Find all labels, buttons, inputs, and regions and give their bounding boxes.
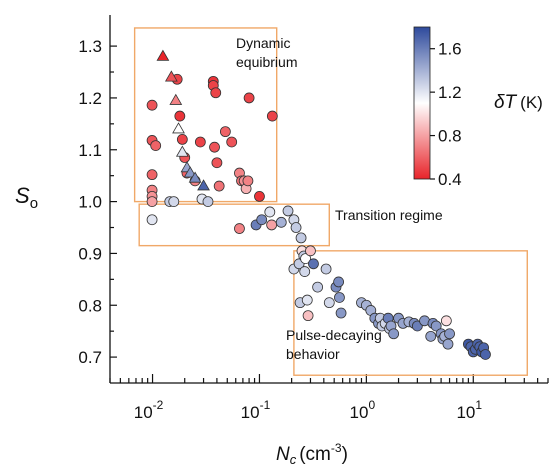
circle-point [425, 330, 437, 342]
region-label: behavior [286, 346, 340, 362]
circle-point [300, 253, 311, 265]
circle-point [146, 99, 158, 111]
circle-point [242, 175, 254, 187]
circle-point [320, 263, 332, 275]
circle-point [333, 276, 345, 288]
x-label-exp: -3 [331, 441, 342, 455]
y-label-sub: o [30, 195, 38, 212]
region-label: Transition regime [335, 207, 443, 223]
colorbar-label-main: δT [494, 92, 518, 113]
circle-point [146, 169, 158, 181]
circle-point [209, 141, 220, 153]
triangle-point [175, 145, 189, 157]
circle-point [168, 196, 180, 207]
triangle-point [164, 70, 178, 82]
circle-point [299, 266, 311, 277]
circle-point [335, 307, 347, 319]
colorbar: 0.4 0.8 1.2 1.6 δT (K) [413, 26, 543, 189]
circle-point [256, 214, 268, 226]
y-tick-label: 0.8 [78, 296, 102, 315]
circle-point [213, 180, 225, 192]
circle-point [210, 87, 222, 99]
x-tick-label: 10-2 [134, 398, 164, 422]
x-label-close: ) [342, 444, 348, 464]
circle-point [334, 292, 345, 303]
triangle-point [169, 93, 183, 105]
triangle-point [183, 166, 197, 178]
data-points [146, 49, 491, 360]
triangle-point [188, 171, 202, 183]
circle-point [442, 338, 454, 350]
circle-point [295, 232, 307, 244]
colorbar-gradient [413, 26, 431, 180]
y-axis-ticks: 0.7 0.8 0.9 1.0 1.1 1.2 1.3 [78, 37, 117, 367]
x-label-sub: c [290, 452, 297, 464]
colorbar-label-unit: (K) [520, 93, 543, 112]
region-boxes: Dynamic equibrium Transition regime Pulse-d… [133, 27, 528, 376]
x-axis-ticks: 10-2 10-1 100 101 [109, 374, 549, 422]
x-tick-label: 10-1 [241, 398, 271, 422]
triangle-point [156, 49, 170, 61]
y-label-main: S [15, 183, 30, 208]
circle-point [308, 258, 319, 270]
circle-point [254, 191, 265, 202]
circle-point [194, 136, 206, 148]
x-label-main: N [276, 444, 290, 464]
circle-point [440, 315, 452, 327]
x-label-unit: (cm [299, 444, 331, 464]
region-box [293, 250, 528, 376]
circle-point [323, 297, 335, 309]
colorbar-tick-label: 0.8 [438, 127, 462, 146]
circle-point [202, 196, 214, 207]
circle-point [312, 281, 324, 293]
circle-point [302, 310, 314, 322]
circle-point [264, 206, 276, 218]
colorbar-ticks: 0.4 0.8 1.2 1.6 [430, 40, 462, 189]
circle-point [301, 294, 313, 306]
x-tick-label: 100 [350, 398, 376, 422]
circle-point [275, 216, 287, 228]
y-axis-label: So [15, 183, 38, 212]
circle-point [430, 320, 442, 332]
circle-point [282, 205, 294, 217]
colorbar-tick-label: 1.2 [438, 83, 462, 102]
x-axis-label: Nc (cm-3) [276, 441, 348, 464]
circle-point [243, 92, 255, 104]
circle-point [266, 219, 278, 231]
region-box [138, 203, 330, 247]
circle-point [146, 196, 158, 207]
y-tick-label: 1.2 [78, 89, 102, 108]
triangle-point [197, 179, 210, 191]
colorbar-label: δT (K) [494, 92, 543, 113]
y-tick-label: 1.3 [78, 37, 102, 56]
circle-point [226, 136, 238, 148]
circle-point [444, 328, 455, 340]
y-tick-label: 1.1 [78, 141, 102, 160]
circle-point [234, 223, 245, 234]
region-label: Pulse-decaying [286, 327, 382, 343]
triangle-point [172, 122, 185, 134]
circle-point [388, 328, 400, 340]
colorbar-tick-label: 0.4 [438, 170, 462, 189]
circle-point [305, 245, 316, 257]
colorbar-tick-label: 1.6 [438, 40, 462, 59]
circle-point [150, 140, 162, 152]
y-tick-label: 0.9 [78, 244, 102, 263]
circle-point [266, 110, 278, 122]
circle-point [174, 110, 186, 122]
circle-point [146, 214, 158, 226]
circle-point [290, 222, 302, 233]
circle-point [480, 349, 491, 360]
region-label: Dynamic [236, 35, 290, 51]
x-tick-label: 101 [456, 398, 482, 422]
circle-point [176, 133, 188, 145]
y-tick-label: 1.0 [78, 193, 102, 212]
circle-point [211, 157, 223, 169]
y-tick-label: 0.7 [78, 348, 102, 367]
region-label: equibrium [236, 54, 297, 70]
circle-point [219, 126, 231, 138]
